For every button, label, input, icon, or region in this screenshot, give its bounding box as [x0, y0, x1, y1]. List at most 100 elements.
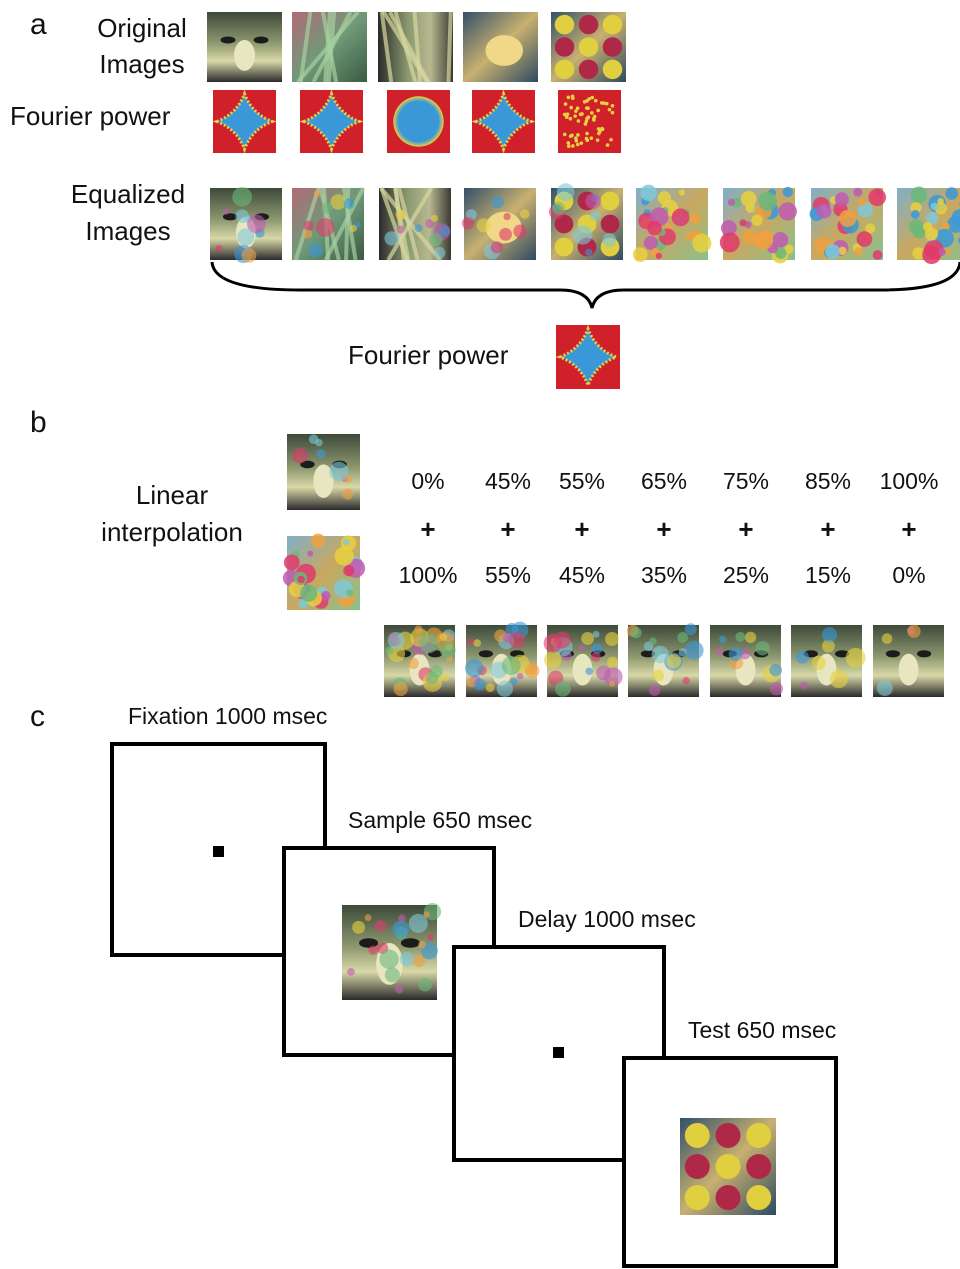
spectrum-dot: [608, 108, 612, 112]
picture-detail: [605, 632, 619, 646]
picture-detail: [300, 584, 317, 601]
picture-detail: [486, 35, 524, 66]
spectrum-dot: [567, 141, 571, 145]
picture-detail: [758, 192, 777, 211]
spectrum-dot: [602, 101, 606, 105]
picture-detail: [314, 190, 321, 197]
picture-detail: [316, 449, 325, 458]
picture: [633, 185, 711, 262]
row-label: Equalized: [71, 179, 185, 209]
picture-detail: [544, 651, 561, 668]
picture-detail: [350, 225, 357, 232]
picture-detail: [431, 215, 438, 222]
fourier-spectrum: [387, 90, 450, 153]
picture-detail: [385, 967, 400, 982]
picture-detail: [640, 185, 656, 201]
spectrum-dot: [574, 109, 578, 113]
picture-detail: [877, 680, 893, 696]
picture: [210, 187, 282, 263]
picture-detail: [344, 475, 352, 483]
picture-detail: [342, 488, 353, 499]
picture-detail: [343, 565, 354, 576]
picture-detail: [728, 199, 735, 206]
picture-detail: [347, 968, 355, 976]
picture-detail: [215, 245, 222, 252]
spectrum-dot: [571, 144, 575, 148]
spectrum-dot: [569, 117, 573, 121]
row-label: Fourier power: [348, 340, 509, 370]
picture: [791, 625, 866, 697]
picture-detail: [917, 650, 931, 657]
picture-detail: [237, 228, 254, 245]
picture-detail: [683, 677, 690, 684]
picture-detail: [321, 202, 333, 214]
picture-detail: [555, 15, 575, 34]
picture: [627, 623, 704, 697]
picture-detail: [835, 192, 849, 206]
picture-detail: [591, 652, 601, 662]
spectrum-dot: [600, 127, 604, 131]
fourier-spectrum: [556, 325, 620, 389]
spectrum-dot: [585, 132, 589, 136]
picture: [549, 183, 623, 260]
picture-detail: [439, 226, 450, 237]
picture-detail: [555, 238, 574, 257]
spectrum-dot: [587, 97, 591, 101]
picture-detail: [503, 213, 510, 220]
picture-detail: [335, 546, 354, 565]
step-label: Delay 1000 msec: [518, 906, 696, 932]
picture-detail: [297, 576, 304, 583]
picture-detail: [672, 208, 690, 226]
picture-detail: [517, 673, 524, 680]
picture-detail: [503, 633, 513, 643]
percentage: 55%: [485, 562, 531, 588]
picture-detail: [596, 666, 611, 681]
picture-detail: [720, 232, 740, 252]
spectrum-dot: [566, 112, 570, 116]
picture-detail: [677, 632, 688, 643]
spectrum-dot: [585, 138, 589, 142]
spectrum-dot: [611, 111, 615, 115]
step-label: Sample 650 msec: [348, 807, 532, 833]
picture-detail: [899, 654, 919, 686]
spectrum-dot: [576, 133, 580, 137]
picture-detail: [384, 231, 398, 245]
picture-detail: [400, 952, 414, 966]
picture-detail: [931, 203, 938, 210]
picture-detail: [579, 60, 599, 80]
picture-detail: [557, 183, 575, 201]
picture-detail: [418, 978, 432, 992]
picture-detail: [779, 202, 797, 220]
picture-detail: [525, 663, 540, 678]
spectrum-dot: [580, 141, 584, 145]
picture: [462, 188, 536, 260]
picture-detail: [945, 187, 958, 200]
picture-detail: [479, 650, 493, 657]
spectrum-dot: [592, 118, 596, 122]
spectrum-dot: [583, 100, 587, 104]
picture-detail: [343, 539, 349, 545]
fixation-point: [213, 846, 224, 857]
picture-detail: [292, 448, 308, 464]
picture: [710, 625, 783, 697]
picture-detail: [716, 1123, 741, 1148]
percentage: 100%: [399, 562, 458, 588]
picture-detail: [796, 651, 809, 664]
picture-detail: [585, 667, 593, 675]
picture-detail: [401, 938, 420, 948]
picture: [720, 187, 797, 263]
picture-detail: [419, 633, 439, 653]
operator: +: [574, 514, 589, 544]
picture-detail: [854, 247, 863, 256]
picture-detail: [510, 677, 518, 685]
panel-label: b: [30, 406, 47, 439]
picture-detail: [742, 230, 756, 244]
picture-detail: [812, 656, 826, 670]
picture-detail: [658, 191, 671, 204]
percentage: 25%: [723, 562, 769, 588]
picture-detail: [344, 198, 355, 209]
row-label: Images: [85, 216, 170, 246]
picture-detail: [746, 1185, 771, 1210]
picture-detail: [770, 682, 783, 695]
operator: +: [420, 514, 435, 544]
